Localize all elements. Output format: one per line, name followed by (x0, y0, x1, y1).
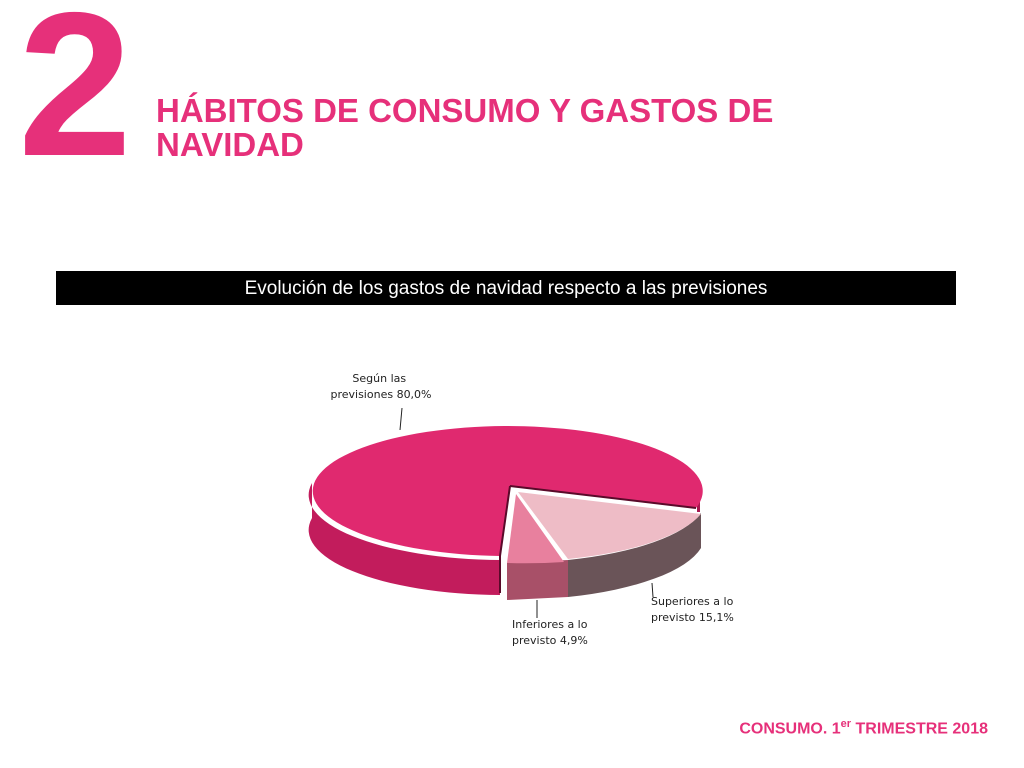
slice-edge-gap (509, 485, 697, 509)
section-number: 2 (18, 0, 132, 199)
slice-edge-main (499, 485, 511, 593)
slice-side-main (308, 483, 500, 595)
data-label-superiores: Superiores a lo previsto 15,1% (651, 595, 737, 624)
leader-line-superiores (651, 582, 654, 598)
chart-title: Evolución de los gastos de navidad respe… (56, 271, 956, 305)
page-title: HÁBITOS DE CONSUMO Y GASTOS DE NAVIDAD (156, 92, 774, 163)
slice-side-superiores (568, 513, 701, 597)
footer-label: CONSUMO. 1er TRIMESTRE 2018 (739, 717, 988, 737)
slice-side-inferiores (507, 560, 568, 600)
slice-segun-las-previsiones (312, 426, 703, 556)
leader-line-main (399, 407, 403, 431)
slice-superiores (518, 492, 701, 559)
slice-inferiores (507, 494, 564, 564)
data-label-inferiores: Inferiores a lo previsto 4,9% (512, 618, 591, 647)
data-label-main: Según las previsiones 80,0% (330, 372, 431, 401)
